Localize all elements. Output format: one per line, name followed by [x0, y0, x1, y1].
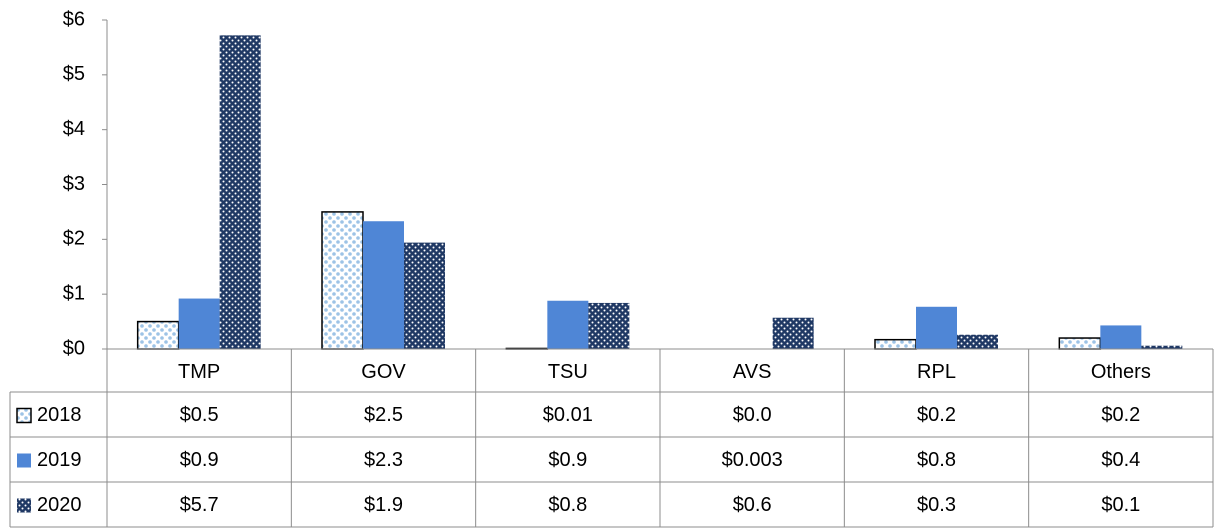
x-tick-label: TSU [548, 361, 588, 383]
table-value: $0.5 [180, 404, 219, 426]
table-value: $0.01 [543, 404, 593, 426]
legend-label: 2020 [37, 494, 82, 516]
bar [363, 221, 404, 349]
table-value: $2.5 [364, 404, 403, 426]
x-tick-label: AVS [733, 361, 772, 383]
bar [588, 302, 630, 349]
table-value: $0.4 [1101, 449, 1140, 471]
table-value: $0.9 [548, 449, 587, 471]
y-tick-label: $5 [63, 63, 85, 85]
x-tick-label: Others [1091, 361, 1151, 383]
y-tick-label: $6 [63, 8, 85, 30]
bar [957, 334, 998, 349]
table-value: $0.9 [180, 449, 219, 471]
bar [321, 211, 364, 350]
bar [772, 317, 814, 349]
bar [178, 298, 220, 349]
table-value: $0.0 [733, 404, 772, 426]
y-tick-label: $1 [63, 282, 85, 304]
table-value: $0.1 [1101, 494, 1140, 516]
bar [136, 320, 180, 350]
table-value: $0.3 [917, 494, 956, 516]
legend-key [17, 453, 31, 468]
y-tick-label: $3 [63, 173, 85, 195]
bar [1058, 337, 1102, 350]
x-tick-label: GOV [361, 361, 406, 383]
legend-key [16, 407, 32, 424]
table-value: $2.3 [364, 449, 403, 471]
table-value: $0.2 [917, 404, 956, 426]
legend-label: 2019 [37, 449, 82, 471]
y-tick-label: $2 [63, 228, 85, 250]
bar [547, 300, 589, 349]
table-value: $0.6 [733, 494, 772, 516]
bar [1100, 325, 1142, 349]
bar [916, 306, 957, 349]
x-tick-label: TMP [178, 361, 220, 383]
y-tick-label: $4 [63, 118, 85, 140]
bar [874, 338, 917, 350]
legend-key [17, 498, 31, 513]
table-value: $5.7 [180, 494, 219, 516]
table-value: $0.2 [1101, 404, 1140, 426]
table-value: $0.8 [917, 449, 956, 471]
bar [1141, 345, 1183, 349]
y-tick-label: $0 [63, 337, 85, 359]
table-value: $1.9 [364, 494, 403, 516]
table-value: $0.8 [548, 494, 587, 516]
legend-label: 2018 [37, 404, 82, 426]
bar [404, 242, 445, 349]
x-tick-label: RPL [917, 361, 956, 383]
bar [219, 35, 261, 349]
table-value: $0.003 [722, 449, 783, 471]
